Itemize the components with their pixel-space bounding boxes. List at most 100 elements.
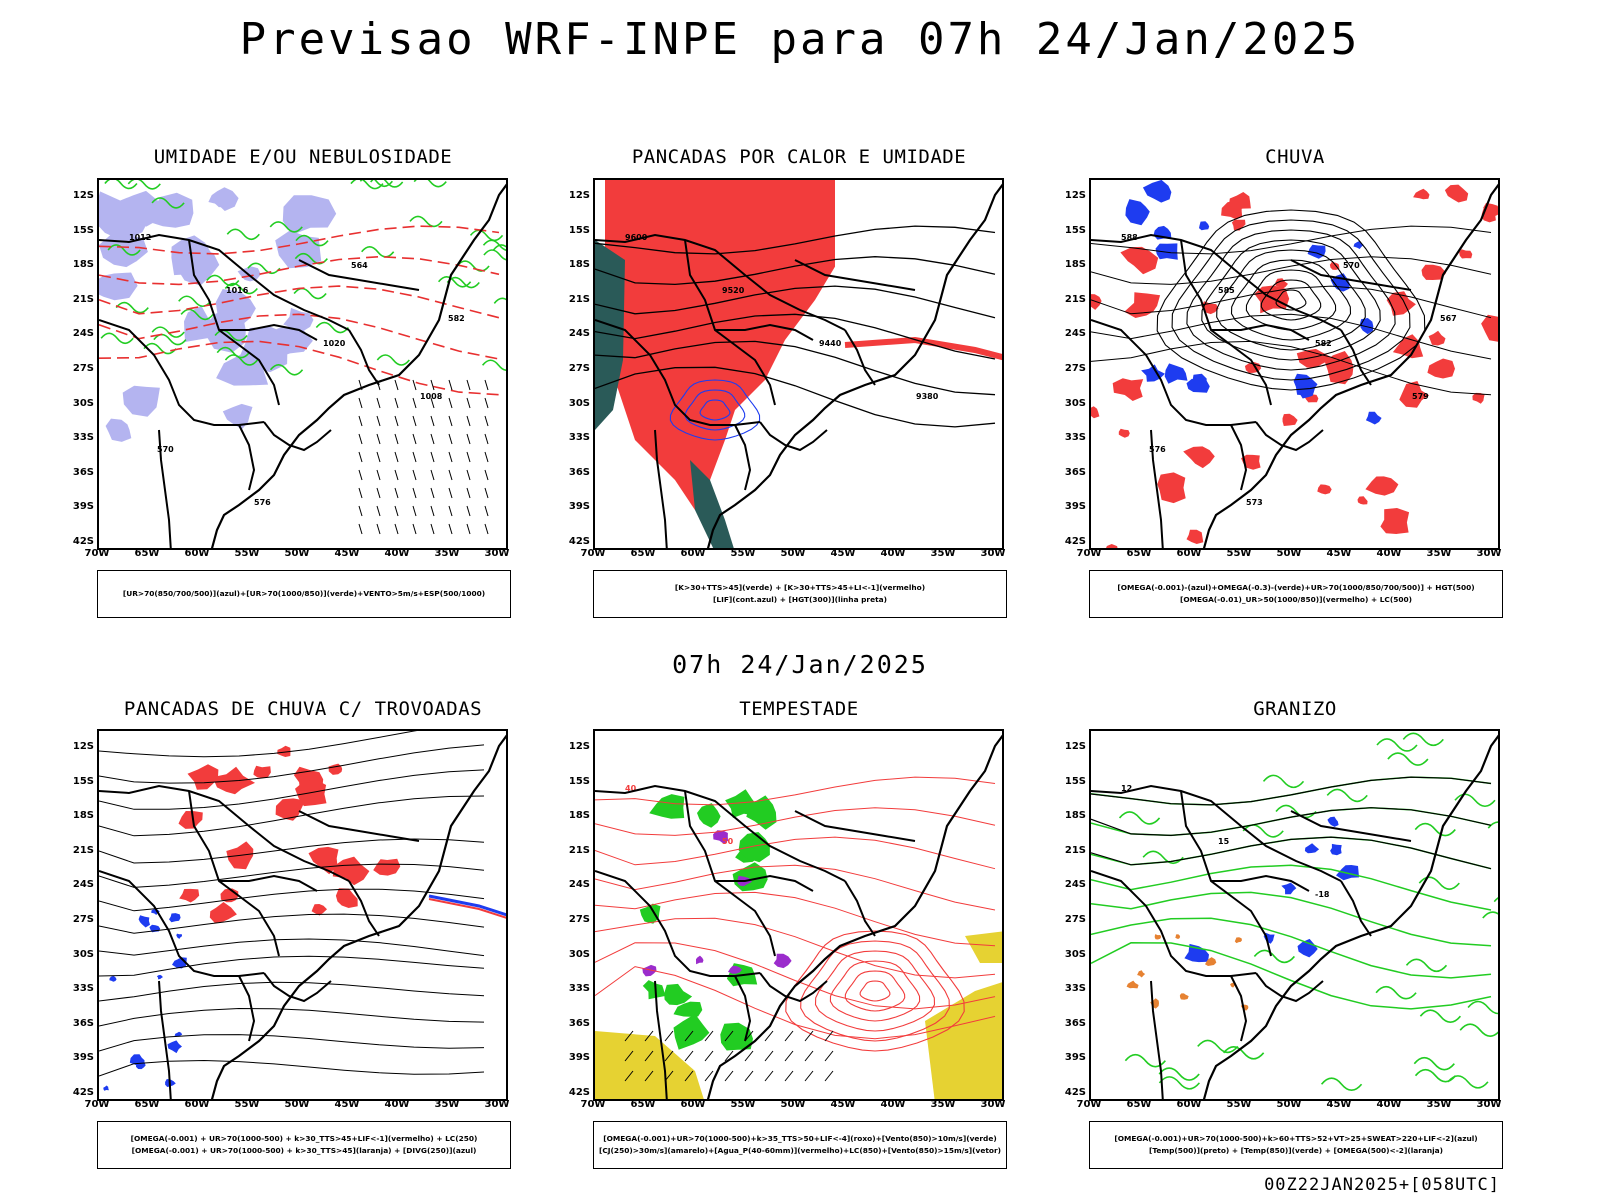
humidity-contour bbox=[143, 342, 177, 355]
divergence-area bbox=[156, 974, 163, 980]
latitude-label: 18S bbox=[568, 259, 590, 271]
wind-vector bbox=[358, 397, 363, 409]
wind-vector bbox=[824, 1050, 834, 1062]
streamline bbox=[99, 913, 485, 934]
country-border bbox=[844, 880, 876, 937]
rain-area bbox=[1317, 484, 1332, 495]
country-border bbox=[298, 810, 420, 842]
humidity-contour bbox=[104, 180, 138, 190]
wind-vector bbox=[484, 523, 489, 535]
height-contour bbox=[1245, 269, 1337, 331]
wind-vector bbox=[448, 379, 453, 391]
country-border bbox=[219, 874, 318, 892]
latitude-label: 21S bbox=[72, 293, 94, 305]
country-border bbox=[188, 239, 280, 406]
wind-vector bbox=[448, 451, 453, 463]
wind-vector bbox=[484, 433, 489, 445]
wind-vector bbox=[466, 379, 471, 391]
wind-vector bbox=[358, 415, 363, 427]
longitude-label: 50W bbox=[1276, 548, 1302, 559]
panel-title-tempestade: TEMPESTADE bbox=[739, 698, 859, 720]
rain-area bbox=[1427, 358, 1455, 379]
longitude-label: 40W bbox=[880, 1099, 906, 1110]
wind-vector bbox=[644, 1030, 654, 1042]
wind-vector bbox=[624, 1070, 634, 1082]
longitude-label: 55W bbox=[234, 548, 260, 559]
rain-area bbox=[1325, 351, 1354, 385]
jet-area bbox=[965, 931, 1002, 963]
coastline bbox=[210, 183, 506, 548]
omega-area bbox=[1126, 980, 1139, 989]
wind-vector bbox=[804, 1030, 814, 1042]
lifted-index-contour bbox=[684, 389, 746, 431]
legend-line: [OMEGA(-0.001)-(azul)+OMEGA(-0.3)-(verde… bbox=[1117, 583, 1475, 592]
latitude-label: 33S bbox=[72, 983, 94, 995]
longitude-label: 55W bbox=[1226, 1099, 1252, 1110]
wind-vector bbox=[448, 397, 453, 409]
temp-850-contour bbox=[1414, 822, 1456, 837]
wind-vector bbox=[784, 1030, 794, 1042]
longitude-label: 35W bbox=[1426, 1099, 1452, 1110]
humidity-contour bbox=[469, 229, 504, 242]
humidity-contour bbox=[151, 197, 185, 209]
wind-area bbox=[697, 803, 721, 828]
uplift-area bbox=[1359, 318, 1374, 335]
height-contour bbox=[1216, 249, 1366, 351]
wind-vector bbox=[684, 1070, 694, 1082]
thunderstorm-area bbox=[209, 902, 237, 923]
wind-vector bbox=[664, 1030, 674, 1042]
wind-vector bbox=[430, 451, 435, 463]
contour-label: 9520 bbox=[722, 286, 745, 295]
instability-area bbox=[605, 180, 845, 510]
legend-line: [OMEGA(-0.001) + UR>70(1000-500) + k>30_… bbox=[131, 1146, 477, 1155]
divergence-area bbox=[129, 1054, 145, 1068]
height-contour bbox=[1091, 225, 1492, 255]
wind-vector bbox=[430, 487, 435, 499]
streamline bbox=[99, 744, 485, 784]
thunderstorm-area bbox=[253, 765, 271, 779]
latitude-label: 39S bbox=[72, 1052, 94, 1064]
country-border bbox=[1150, 429, 1164, 548]
wind-vector bbox=[412, 523, 417, 535]
wind-vector bbox=[448, 433, 453, 445]
cloud-top-contour bbox=[595, 836, 996, 870]
temp-850-contour bbox=[1275, 804, 1317, 819]
thunderstorm-area bbox=[332, 856, 370, 886]
height-contour bbox=[1230, 259, 1352, 341]
wind-vector bbox=[704, 1030, 714, 1042]
wind-vector bbox=[804, 1050, 814, 1062]
wind-vector bbox=[358, 451, 363, 463]
wind-vector bbox=[684, 1030, 694, 1042]
wind-vector bbox=[394, 415, 399, 427]
wind-vector bbox=[358, 487, 363, 499]
country-border bbox=[1211, 874, 1310, 892]
latitude-label: 15S bbox=[1064, 775, 1086, 787]
longitude-label: 50W bbox=[284, 1099, 310, 1110]
longitude-label: 70W bbox=[84, 1099, 110, 1110]
height-contour bbox=[595, 340, 996, 396]
legend-line: [LIF](cont.azul) + [HGT(300)](linha pret… bbox=[713, 595, 887, 604]
forecast-date-label: 07h 24/Jan/2025 bbox=[672, 650, 928, 679]
latitude-label: 15S bbox=[568, 224, 590, 236]
legend-granizo: [OMEGA(-0.001)+UR>70(1000-500)+k>60+TTS>… bbox=[1089, 1121, 1503, 1169]
longitude-label: 60W bbox=[1176, 548, 1202, 559]
wind-vector bbox=[412, 505, 417, 517]
latitude-label: 33S bbox=[1064, 983, 1086, 995]
longitude-label: 60W bbox=[184, 548, 210, 559]
country-border bbox=[99, 784, 350, 882]
latitude-label: 27S bbox=[568, 363, 590, 374]
wind-vector bbox=[394, 433, 399, 445]
latitude-label: 15S bbox=[1064, 224, 1086, 236]
latitude-label: 27S bbox=[72, 914, 94, 925]
streamline bbox=[99, 1059, 485, 1077]
legend-line: [OMEGA(-0.001)+UR>70(1000-500)+k>35_TTS>… bbox=[603, 1134, 997, 1143]
contour-label: 12 bbox=[1121, 784, 1132, 793]
wind-vector bbox=[466, 433, 471, 445]
severe-area bbox=[773, 953, 792, 969]
latitude-label: 42S bbox=[72, 1087, 94, 1098]
panel-title-pancadas-calor: PANCADAS POR CALOR E UMIDADE bbox=[631, 146, 967, 168]
wind-vector bbox=[724, 1070, 734, 1082]
humidity-contour bbox=[206, 274, 240, 287]
temp-850-contour bbox=[1118, 811, 1161, 825]
humidity-area bbox=[283, 307, 314, 332]
